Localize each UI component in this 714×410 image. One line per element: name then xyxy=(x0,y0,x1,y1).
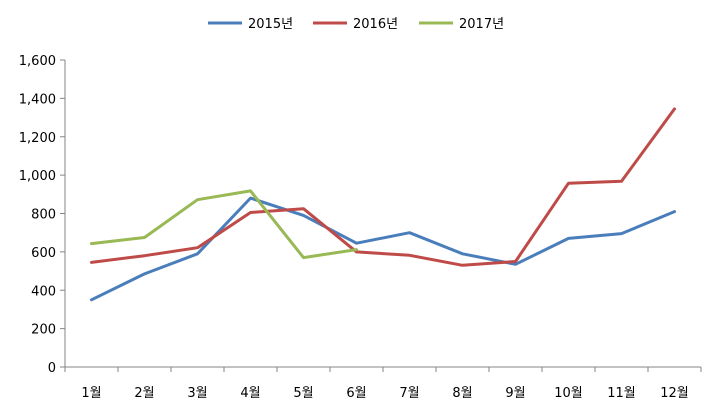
x-tick-label: 7월 xyxy=(399,386,419,401)
y-tick-label: 1,200 xyxy=(19,131,56,146)
legend-label: 2017년 xyxy=(459,17,504,32)
x-tick-label: 3월 xyxy=(187,386,207,401)
legend-item-2: 2016년 xyxy=(313,17,398,32)
x-tick-label: 4월 xyxy=(240,386,260,401)
y-tick-label: 600 xyxy=(31,246,56,261)
legend-label: 2016년 xyxy=(353,17,398,32)
x-tick-label: 1월 xyxy=(81,386,101,401)
x-axis: 1월 2월 3월 4월 5월 6월 7월 8월 9월 10월 11월 12월 xyxy=(64,366,702,401)
y-tick-label: 200 xyxy=(31,323,56,338)
x-tick-label: 11월 xyxy=(607,386,636,401)
y-axis: 0 200 400 600 800 1,000 1,200 1,400 1,600 xyxy=(19,54,66,376)
y-tick-label: 1,600 xyxy=(19,54,56,69)
y-tick-label: 1,400 xyxy=(19,92,56,107)
x-tick-label: 6월 xyxy=(346,386,366,401)
series-line-2 xyxy=(90,107,676,267)
x-tick-label: 5월 xyxy=(293,386,313,401)
x-tick-label: 2월 xyxy=(134,386,154,401)
series-line-1 xyxy=(90,196,676,302)
legend-item-1: 2015년 xyxy=(208,17,293,32)
legend-item-3: 2017년 xyxy=(419,17,504,32)
y-tick-label: 0 xyxy=(48,361,56,376)
series-line-3 xyxy=(90,189,358,260)
y-tick-label: 1,000 xyxy=(19,169,56,184)
x-tick-label: 10월 xyxy=(554,386,583,401)
x-tick-label: 8월 xyxy=(452,386,472,401)
x-tick-label: 12월 xyxy=(660,386,689,401)
y-tick-label: 400 xyxy=(31,284,56,299)
series-group xyxy=(90,107,676,302)
legend-label: 2015년 xyxy=(248,17,293,32)
legend: 2015년 2016년 2017년 xyxy=(208,17,504,32)
x-tick-label: 9월 xyxy=(505,386,525,401)
y-tick-label: 800 xyxy=(31,208,56,223)
